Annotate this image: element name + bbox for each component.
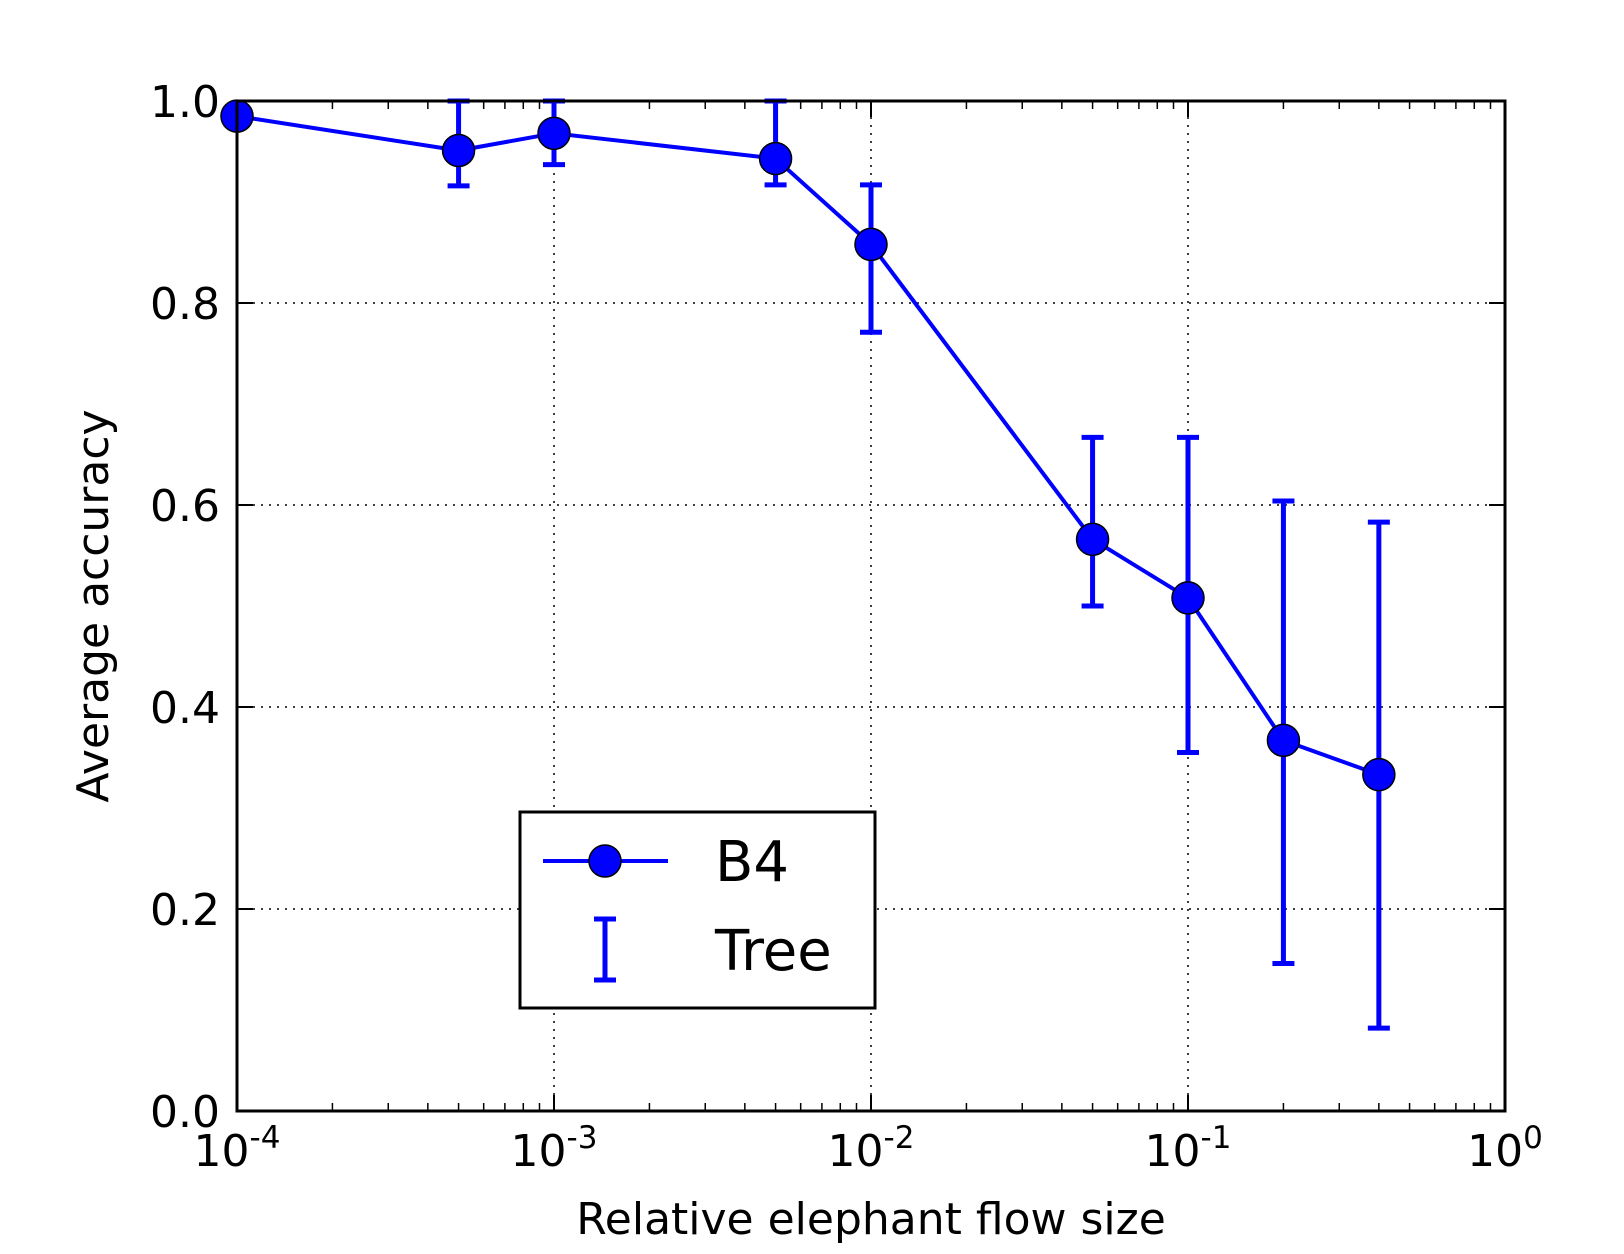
x-tick-label: 10-1	[1145, 1120, 1232, 1177]
y-tick-label: 0.0	[150, 1087, 220, 1138]
legend-tree-label: Tree	[714, 919, 832, 984]
plot-frame	[235, 99, 1507, 1113]
data-point	[758, 141, 793, 176]
data-point	[854, 227, 888, 262]
legend: B4 Tree	[518, 810, 877, 1010]
y-tick-label: 1.0	[150, 77, 220, 128]
data-point	[1266, 723, 1301, 758]
y-tick-label: 0.8	[150, 279, 220, 330]
x-axis-label: Relative elephant flow size	[576, 1194, 1166, 1245]
data-point	[1171, 581, 1205, 615]
data-point	[537, 116, 571, 151]
y-tick-label: 0.4	[150, 683, 220, 734]
legend-box	[518, 810, 877, 1010]
data-point	[441, 133, 476, 168]
y-tick-label: 0.2	[150, 885, 220, 936]
x-tick-label: 100	[1467, 1120, 1543, 1177]
y-tick-label: 0.6	[150, 481, 220, 532]
data-point	[1362, 757, 1396, 792]
y-axis-label: Average accuracy	[68, 409, 119, 802]
x-tick-label: 10-3	[511, 1120, 598, 1177]
legend-b4-marker	[588, 844, 622, 878]
legend-b4-label: B4	[715, 830, 789, 895]
data-point	[1075, 522, 1110, 557]
x-tick-label: 10-2	[828, 1120, 915, 1177]
x-tick-label: 10-4	[194, 1120, 281, 1177]
tick-labels: 10-4 10-3 10-2 10-1 100 0.0 0.2 0.4 0.6 0.8 1.0	[150, 77, 1543, 1177]
b4-series	[220, 99, 1396, 792]
